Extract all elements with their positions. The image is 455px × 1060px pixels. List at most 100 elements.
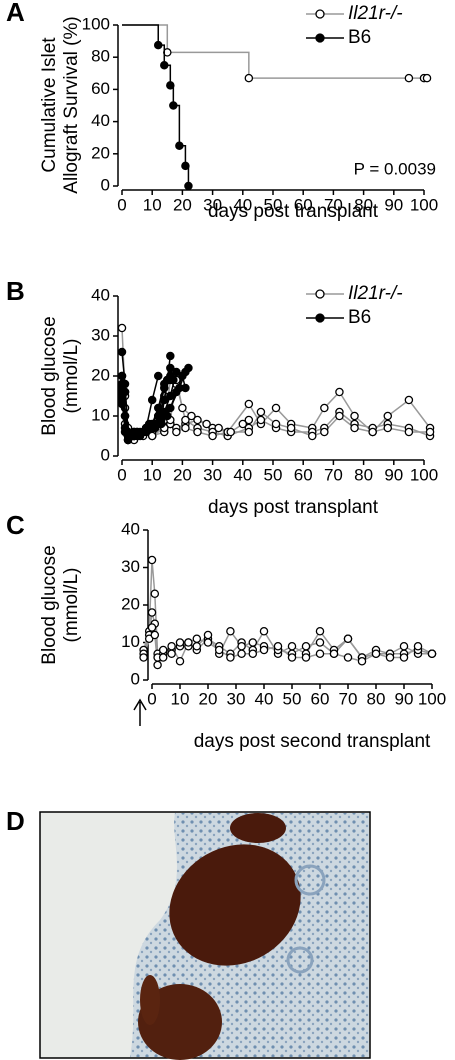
x-tick-label: 100	[418, 689, 446, 708]
marker	[320, 403, 329, 413]
marker	[169, 101, 178, 110]
y-tick-label: 40	[91, 111, 110, 130]
marker	[315, 638, 325, 647]
legend-label: B6	[348, 27, 371, 48]
x-tick-label: 20	[173, 465, 192, 484]
marker	[157, 419, 166, 429]
y-tick-label: 40	[121, 519, 140, 538]
marker	[335, 411, 344, 421]
marker	[404, 427, 414, 437]
marker	[139, 653, 148, 662]
marker	[286, 423, 296, 433]
x-tick-label: 0	[117, 465, 126, 484]
y-tick-label: 20	[121, 594, 140, 613]
marker	[320, 427, 329, 437]
marker	[308, 431, 317, 441]
marker	[132, 431, 142, 441]
x-tick-label: 60	[311, 689, 330, 708]
x-tick-label: 30	[203, 465, 222, 484]
marker	[271, 419, 281, 429]
marker	[385, 653, 395, 662]
marker	[160, 383, 169, 393]
marker	[259, 645, 269, 655]
y-axis-label: Blood glucose	[39, 316, 60, 435]
legend-label: Il21r-/-	[348, 3, 403, 24]
x-tick-label: 10	[143, 195, 162, 214]
marker	[167, 642, 176, 651]
y-axis-label: (mmol/L)	[61, 339, 82, 414]
x-tick-label: 70	[339, 689, 358, 708]
y-tick-label: 60	[91, 79, 110, 98]
marker	[147, 555, 157, 565]
marker	[144, 423, 154, 433]
y-tick-label: 20	[91, 143, 110, 162]
marker	[166, 391, 175, 401]
marker	[166, 81, 175, 90]
marker	[192, 642, 202, 651]
marker	[244, 427, 254, 437]
y-tick-label: 0	[131, 669, 140, 688]
y-axis-label: (mmol/L)	[61, 568, 82, 643]
marker	[158, 653, 168, 662]
marker	[271, 403, 281, 413]
marker	[248, 638, 258, 647]
panel-label: C	[6, 510, 25, 540]
marker	[238, 419, 248, 429]
x-tick-label: 40	[255, 689, 274, 708]
legend-label: Il21r-/-	[348, 283, 403, 304]
x-tick-label: 90	[384, 465, 403, 484]
marker	[273, 642, 283, 651]
marker	[214, 645, 224, 655]
marker	[144, 634, 154, 644]
y-tick-label: 10	[121, 632, 140, 651]
marker	[368, 427, 377, 437]
glucose-line	[142, 624, 433, 668]
marker	[117, 399, 127, 409]
marker	[244, 415, 254, 425]
x-tick-label: 70	[324, 195, 343, 214]
x-tick-label: 10	[171, 689, 190, 708]
x-tick-label: 80	[354, 465, 373, 484]
y-axis-label: Blood glucose	[39, 545, 60, 664]
marker	[153, 660, 162, 670]
marker	[343, 634, 353, 644]
marker	[214, 423, 223, 433]
marker	[117, 323, 127, 333]
y-tick-label: 0	[101, 175, 110, 194]
x-tick-label: 50	[264, 195, 283, 214]
marker	[153, 403, 163, 413]
marker	[208, 431, 217, 441]
marker	[147, 431, 157, 441]
marker	[172, 427, 181, 437]
marker	[202, 419, 211, 429]
marker	[147, 395, 157, 405]
marker	[343, 653, 353, 662]
x-axis-label: days post transplant	[208, 497, 379, 518]
x-tick-label: 80	[354, 195, 373, 214]
marker	[175, 657, 185, 666]
marker	[237, 642, 246, 651]
y-tick-label: 30	[121, 557, 140, 576]
marker	[422, 73, 432, 83]
marker	[399, 642, 409, 651]
marker	[425, 427, 435, 437]
marker	[244, 399, 254, 409]
marker	[184, 363, 193, 373]
marker	[301, 653, 311, 662]
y-tick-label: 20	[91, 365, 110, 384]
y-tick-label: 100	[82, 14, 110, 33]
x-tick-label: 60	[294, 195, 313, 214]
marker	[160, 395, 169, 405]
marker	[160, 61, 169, 70]
x-tick-label: 0	[117, 195, 126, 214]
marker	[181, 161, 190, 171]
marker	[315, 627, 325, 636]
legend-marker	[315, 33, 325, 43]
legend-marker	[315, 289, 325, 299]
marker	[244, 73, 254, 83]
marker	[163, 411, 172, 421]
marker	[150, 630, 160, 640]
x-tick-label: 80	[367, 689, 386, 708]
marker	[193, 427, 202, 437]
marker	[226, 653, 235, 662]
